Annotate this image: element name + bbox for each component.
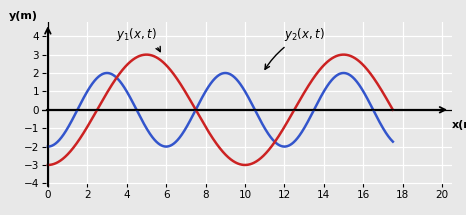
- Text: $y_2(x, t)$: $y_2(x, t)$: [265, 26, 324, 69]
- Text: x(m): x(m): [452, 120, 466, 130]
- Text: y(m): y(m): [9, 11, 38, 21]
- Text: $y_1(x, t)$: $y_1(x, t)$: [116, 26, 160, 52]
